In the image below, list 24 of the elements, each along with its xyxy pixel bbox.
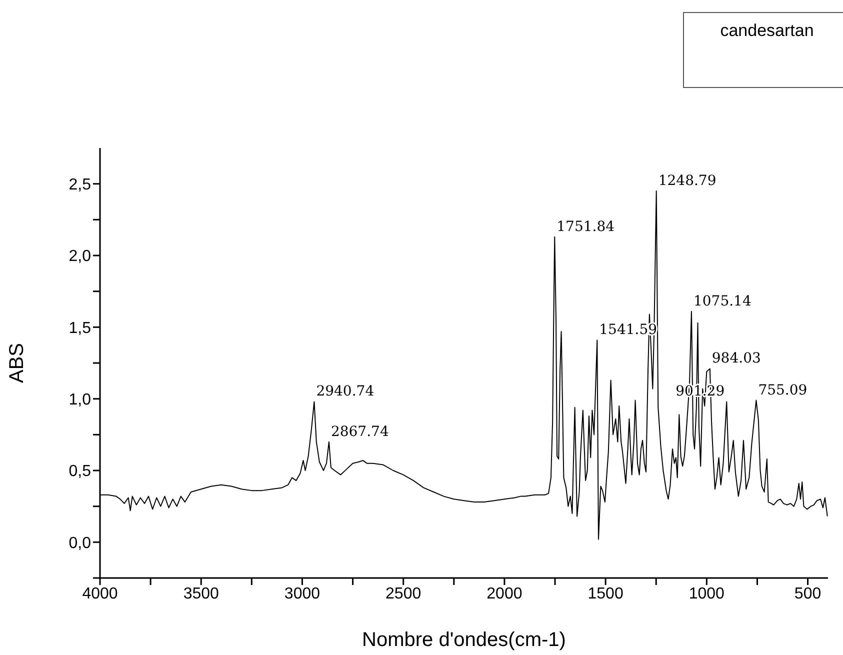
y-tick-label: 2,5 — [68, 176, 92, 194]
annotation: 1248.79 — [658, 173, 716, 189]
x-axis-title: Nombre d'ondes(cm-1) — [362, 629, 566, 651]
y-tick-label: 1,0 — [68, 392, 92, 409]
annotation: 2940.74 — [316, 384, 374, 400]
annotation: 1751.84 — [556, 218, 615, 235]
annotation: 984.03 — [712, 350, 761, 367]
x-tick-label: 500 — [794, 585, 822, 602]
x-tick-label: 4000 — [82, 585, 118, 602]
x-tick-label: 1000 — [688, 585, 725, 602]
x-tick-label: 1500 — [588, 585, 624, 602]
annotation: 755.09 — [758, 382, 808, 398]
x-tick-label: 3500 — [183, 585, 220, 602]
y-tick-label: 1,5 — [68, 320, 92, 337]
y-axis-title: ABS — [6, 342, 28, 384]
annotation: 2867.74 — [330, 424, 389, 440]
y-tick-label: 0,0 — [68, 534, 92, 552]
y-tick-label: 2,0 — [68, 248, 92, 266]
x-tick-label: 2500 — [386, 585, 422, 602]
x-tick-label: 3000 — [284, 585, 320, 602]
annotation: 1075.14 — [693, 293, 752, 310]
x-tick-label: 2000 — [486, 585, 522, 602]
y-tick-label: 0,5 — [68, 463, 92, 480]
text: candesartan — [719, 21, 815, 41]
